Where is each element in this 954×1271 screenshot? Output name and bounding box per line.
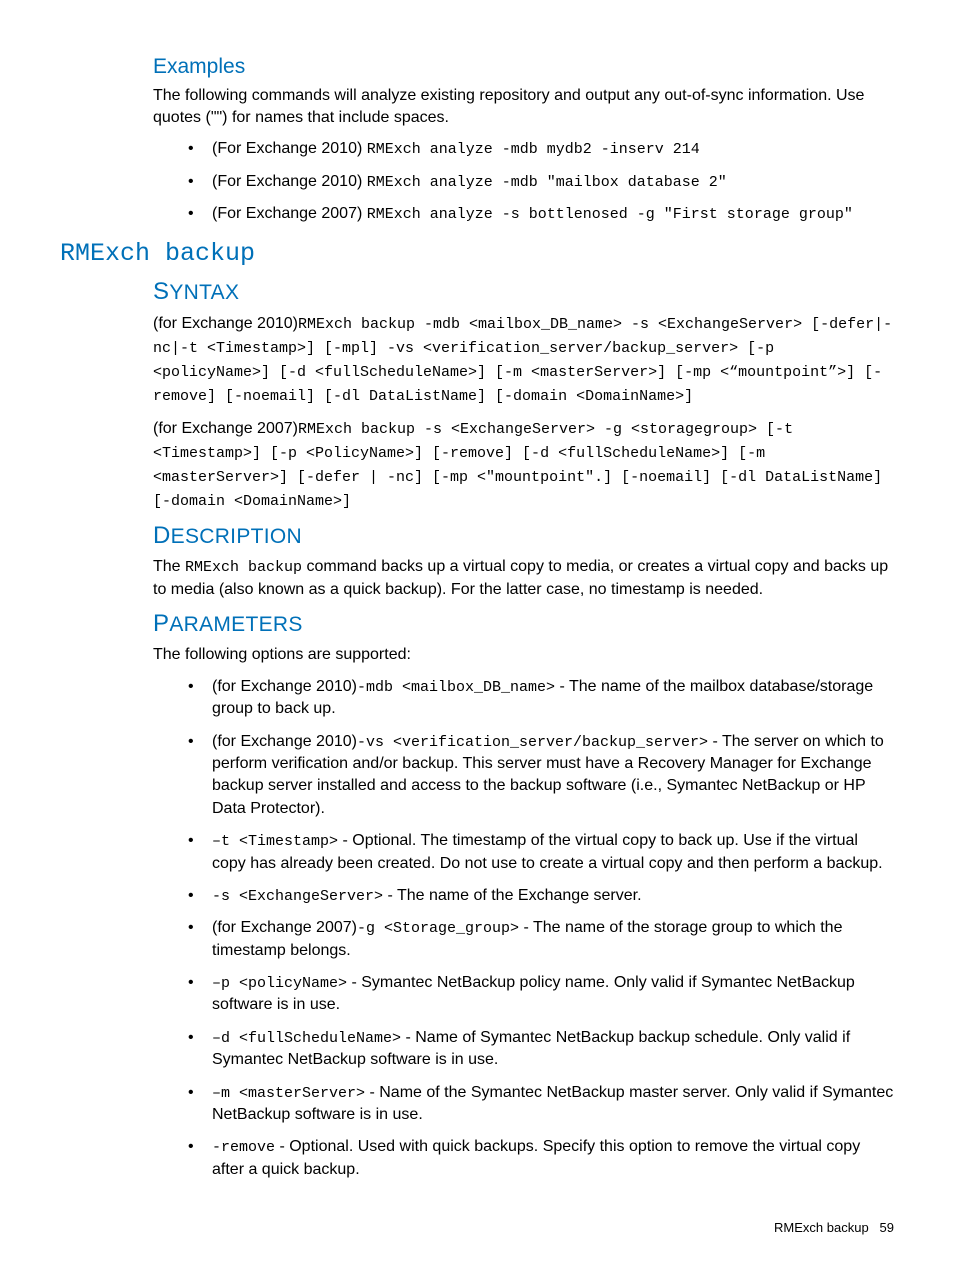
syntax-prefix: (for Exchange 2007) (153, 420, 298, 437)
list-item: -s <ExchangeServer> - The name of the Ex… (188, 885, 894, 907)
param-code: -vs <verification_server/backup_server> (357, 734, 708, 751)
parameters-intro: The following options are supported: (60, 644, 894, 666)
description-body: The RMExch backup command backs up a vir… (60, 556, 894, 600)
param-prefix: (for Exchange 2010) (212, 733, 357, 750)
examples-intro: The following commands will analyze exis… (60, 85, 894, 128)
page-footer: RMExch backup 59 (774, 1220, 894, 1235)
param-code: –t <Timestamp> (212, 833, 338, 850)
example-code: RMExch analyze -mdb mydb2 -inserv 214 (367, 141, 700, 158)
list-item: (For Exchange 2007) RMExch analyze -s bo… (188, 203, 894, 225)
param-code: –p <policyName> (212, 975, 347, 992)
syntax-block-2010: (for Exchange 2010)RMExch backup -mdb <m… (60, 312, 894, 407)
param-prefix: (for Exchange 2010) (212, 678, 357, 695)
syntax-prefix: (for Exchange 2010) (153, 315, 298, 332)
heading-parameters: Parameters (60, 610, 894, 638)
param-post: - Optional. Used with quick backups. Spe… (212, 1138, 860, 1177)
list-item: –p <policyName> - Symantec NetBackup pol… (188, 972, 894, 1017)
example-code: RMExch analyze -mdb "mailbox database 2" (367, 174, 727, 191)
list-item: (for Exchange 2010)-mdb <mailbox_DB_name… (188, 676, 894, 721)
list-item: –d <fullScheduleName> - Name of Symantec… (188, 1027, 894, 1072)
example-prefix: (For Exchange 2007) (212, 205, 367, 222)
parameters-list: (for Exchange 2010)-mdb <mailbox_DB_name… (60, 676, 894, 1181)
page-container: Examples The following commands will ana… (0, 0, 954, 1271)
heading-description: Description (60, 522, 894, 550)
param-code: -s <ExchangeServer> (212, 888, 383, 905)
list-item: –m <masterServer> - Name of the Symantec… (188, 1082, 894, 1127)
desc-code: RMExch backup (185, 559, 302, 576)
list-item: (for Exchange 2010)-vs <verification_ser… (188, 731, 894, 821)
list-item: (for Exchange 2007)-g <Storage_group> - … (188, 917, 894, 962)
footer-page-number: 59 (880, 1220, 894, 1235)
list-item: (For Exchange 2010) RMExch analyze -mdb … (188, 171, 894, 193)
desc-pre: The (153, 558, 185, 575)
heading-examples: Examples (60, 55, 894, 79)
heading-syntax: Syntax (60, 278, 894, 306)
footer-text: RMExch backup (774, 1220, 869, 1235)
param-code: -g <Storage_group> (357, 920, 519, 937)
list-item: (For Exchange 2010) RMExch analyze -mdb … (188, 138, 894, 160)
example-prefix: (For Exchange 2010) (212, 140, 367, 157)
param-prefix: (for Exchange 2007) (212, 919, 357, 936)
list-item: -remove - Optional. Used with quick back… (188, 1136, 894, 1181)
heading-command: RMExch backup (60, 239, 894, 268)
examples-list: (For Exchange 2010) RMExch analyze -mdb … (60, 138, 894, 225)
syntax-block-2007: (for Exchange 2007)RMExch backup -s <Exc… (60, 417, 894, 512)
example-code: RMExch analyze -s bottlenosed -g "First … (367, 206, 853, 223)
param-code: -remove (212, 1139, 275, 1156)
param-code: –d <fullScheduleName> (212, 1030, 401, 1047)
list-item: –t <Timestamp> - Optional. The timestamp… (188, 830, 894, 875)
param-code: -mdb <mailbox_DB_name> (357, 679, 555, 696)
example-prefix: (For Exchange 2010) (212, 173, 367, 190)
param-post: - The name of the Exchange server. (383, 887, 642, 904)
param-code: –m <masterServer> (212, 1085, 365, 1102)
